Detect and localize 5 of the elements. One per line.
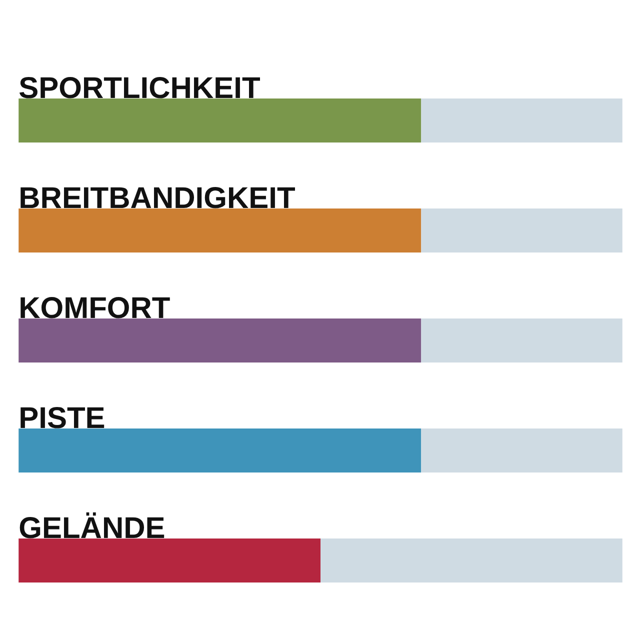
y-tick-label: PISTE bbox=[18, 402, 106, 436]
y-tick-label: GELÄNDE bbox=[18, 512, 166, 546]
y-tick-label: KOMFORT bbox=[18, 292, 170, 326]
y-tick-label: SPORTLICHKEIT bbox=[18, 72, 260, 106]
y-tick-label: BREITBANDIGKEIT bbox=[18, 182, 296, 216]
